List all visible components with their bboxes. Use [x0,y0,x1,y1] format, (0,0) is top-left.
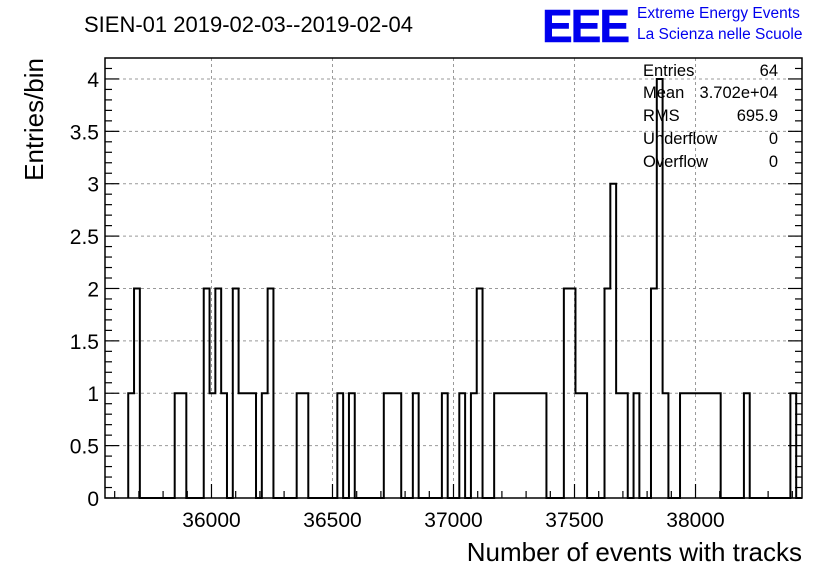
y-tick-label: 3 [87,174,99,197]
eee-logo-mark: EEE [542,0,628,52]
x-tick-label: 38000 [666,509,724,532]
x-tick-label: 37500 [545,509,603,532]
stats-label-mean: Mean [643,84,684,102]
stats-value-underflow: 0 [769,130,778,148]
stats-value-entries: 64 [760,62,778,80]
y-tick-label: 0 [87,488,99,511]
stats-value-mean: 3.702e+04 [700,84,778,102]
stats-label-underflow: Underflow [643,130,717,148]
y-tick-label: 3.5 [70,121,99,144]
stats-label-overflow: Overflow [643,153,708,171]
y-tick-labels: 0 0.5 1 1.5 2 2.5 3 3.5 4 [70,69,100,511]
y-tick-label: 2 [87,278,99,301]
stats-value-overflow: 0 [769,153,778,171]
y-tick-label: 1.5 [70,331,99,354]
grid-lines [105,58,802,498]
x-axis-label: Number of events with tracks [467,537,802,567]
x-tick-label: 36500 [303,509,361,532]
y-tick-label: 1 [87,383,99,406]
stats-label-rms: RMS [643,107,680,125]
chart-title: SIEN-01 2019-02-03--2019-02-04 [84,12,413,37]
axis-ticks [105,67,802,499]
x-tick-label: 36000 [182,509,240,532]
stats-box: Entries 64 Mean 3.702e+04 RMS 695.9 Unde… [643,62,778,171]
eee-logo: EEE Extreme Energy Events La Scienza nel… [542,0,803,52]
x-tick-labels: 36000 36500 37000 37500 38000 [182,509,724,532]
stats-label-entries: Entries [643,62,694,80]
y-axis-label: Entries/bin [19,58,49,181]
brand-line-2: La Scienza nelle Scuole [637,26,802,43]
brand-line-1: Extreme Energy Events [637,5,800,22]
x-tick-label: 37000 [424,509,482,532]
y-tick-label: 2.5 [70,226,99,249]
y-tick-label: 4 [87,69,99,92]
y-tick-label: 0.5 [70,436,99,459]
stats-value-rms: 695.9 [737,107,778,125]
